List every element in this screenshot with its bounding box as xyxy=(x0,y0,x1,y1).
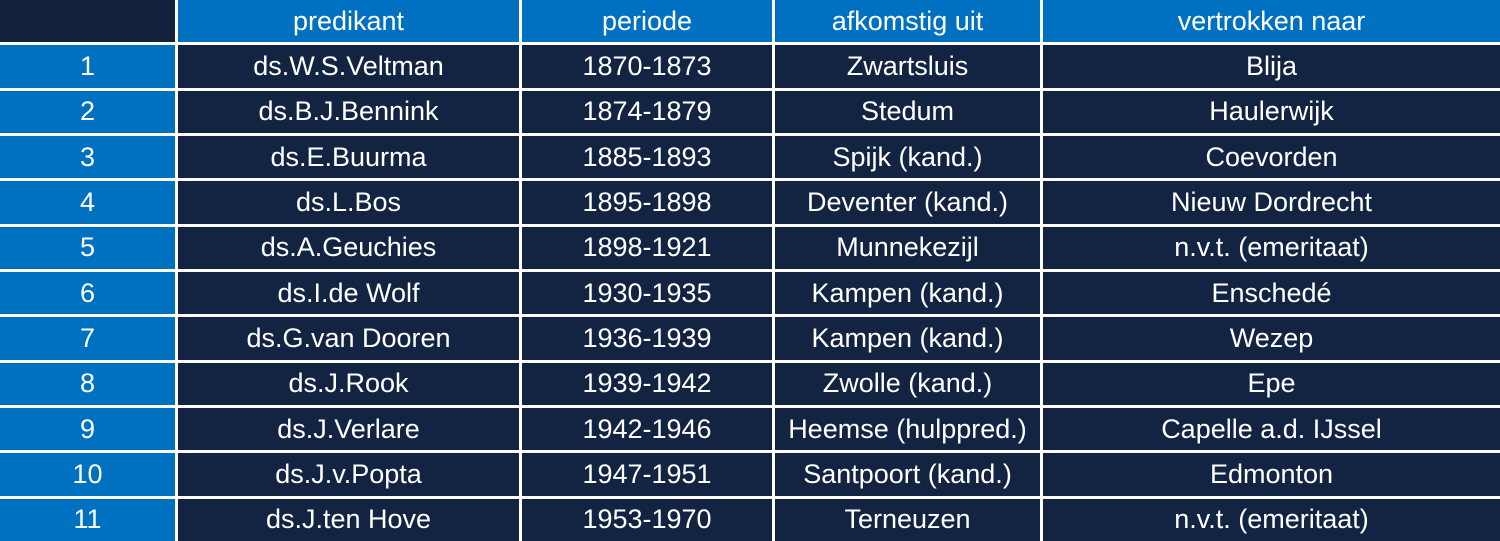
table-cell: Haulerwijk xyxy=(1043,90,1500,133)
table-cell: Zwolle (kand.) xyxy=(775,362,1040,405)
table-cell: n.v.t. (emeritaat) xyxy=(1043,498,1500,541)
table-cell: 1885-1893 xyxy=(522,135,772,179)
table-cell: n.v.t. (emeritaat) xyxy=(1043,226,1500,269)
row-number: 8 xyxy=(0,362,175,405)
row-number: 10 xyxy=(0,453,175,496)
table-cell: Kampen (kand.) xyxy=(775,271,1040,315)
table-cell: Munnekezijl xyxy=(775,226,1040,269)
row-number: 5 xyxy=(0,226,175,269)
table-cell: 1874-1879 xyxy=(522,90,772,133)
table-cell: ds.J.Verlare xyxy=(178,407,519,451)
table-cell: 1898-1921 xyxy=(522,226,772,269)
table-cell: Deventer (kand.) xyxy=(775,181,1040,224)
table-cell: 1942-1946 xyxy=(522,407,772,451)
table-cell: ds.G.van Dooren xyxy=(178,317,519,360)
table-cell: Kampen (kand.) xyxy=(775,317,1040,360)
corner-cell xyxy=(0,0,175,43)
table-cell: 1936-1939 xyxy=(522,317,772,360)
table-cell: 1939-1942 xyxy=(522,362,772,405)
table-cell: ds.L.Bos xyxy=(178,181,519,224)
row-number: 9 xyxy=(0,407,175,451)
table-cell: ds.E.Buurma xyxy=(178,135,519,179)
table-cell: Terneuzen xyxy=(775,498,1040,541)
table-cell: ds.I.de Wolf xyxy=(178,271,519,315)
column-header: periode xyxy=(522,0,772,43)
table-cell: Coevorden xyxy=(1043,135,1500,179)
table-cell: Epe xyxy=(1043,362,1500,405)
row-number: 6 xyxy=(0,271,175,315)
table-cell: 1953-1970 xyxy=(522,498,772,541)
table-cell: ds.J.Rook xyxy=(178,362,519,405)
table-cell: Heemse (hulppred.) xyxy=(775,407,1040,451)
row-number: 2 xyxy=(0,90,175,133)
table-cell: Capelle a.d. IJssel xyxy=(1043,407,1500,451)
row-number: 7 xyxy=(0,317,175,360)
table-cell: Wezep xyxy=(1043,317,1500,360)
table-cell: Edmonton xyxy=(1043,453,1500,496)
table-cell: Nieuw Dordrecht xyxy=(1043,181,1500,224)
table-cell: 1930-1935 xyxy=(522,271,772,315)
table-cell: Santpoort (kand.) xyxy=(775,453,1040,496)
table-cell: 1947-1951 xyxy=(522,453,772,496)
row-number: 4 xyxy=(0,181,175,224)
row-number: 1 xyxy=(0,45,175,88)
table-cell: ds.J.ten Hove xyxy=(178,498,519,541)
table-cell: ds.B.J.Bennink xyxy=(178,90,519,133)
row-number: 11 xyxy=(0,498,175,541)
table-cell: Blija xyxy=(1043,45,1500,88)
table-cell: 1895-1898 xyxy=(522,181,772,224)
table-cell: ds.J.v.Popta xyxy=(178,453,519,496)
table-cell: ds.W.S.Veltman xyxy=(178,45,519,88)
table-cell: Spijk (kand.) xyxy=(775,135,1040,179)
table-cell: Enschedé xyxy=(1043,271,1500,315)
column-header: predikant xyxy=(178,0,519,43)
row-number: 3 xyxy=(0,135,175,179)
column-header: afkomstig uit xyxy=(775,0,1040,43)
table-cell: 1870-1873 xyxy=(522,45,772,88)
column-header: vertrokken naar xyxy=(1043,0,1500,43)
table-cell: Zwartsluis xyxy=(775,45,1040,88)
table-cell: ds.A.Geuchies xyxy=(178,226,519,269)
table-cell: Stedum xyxy=(775,90,1040,133)
